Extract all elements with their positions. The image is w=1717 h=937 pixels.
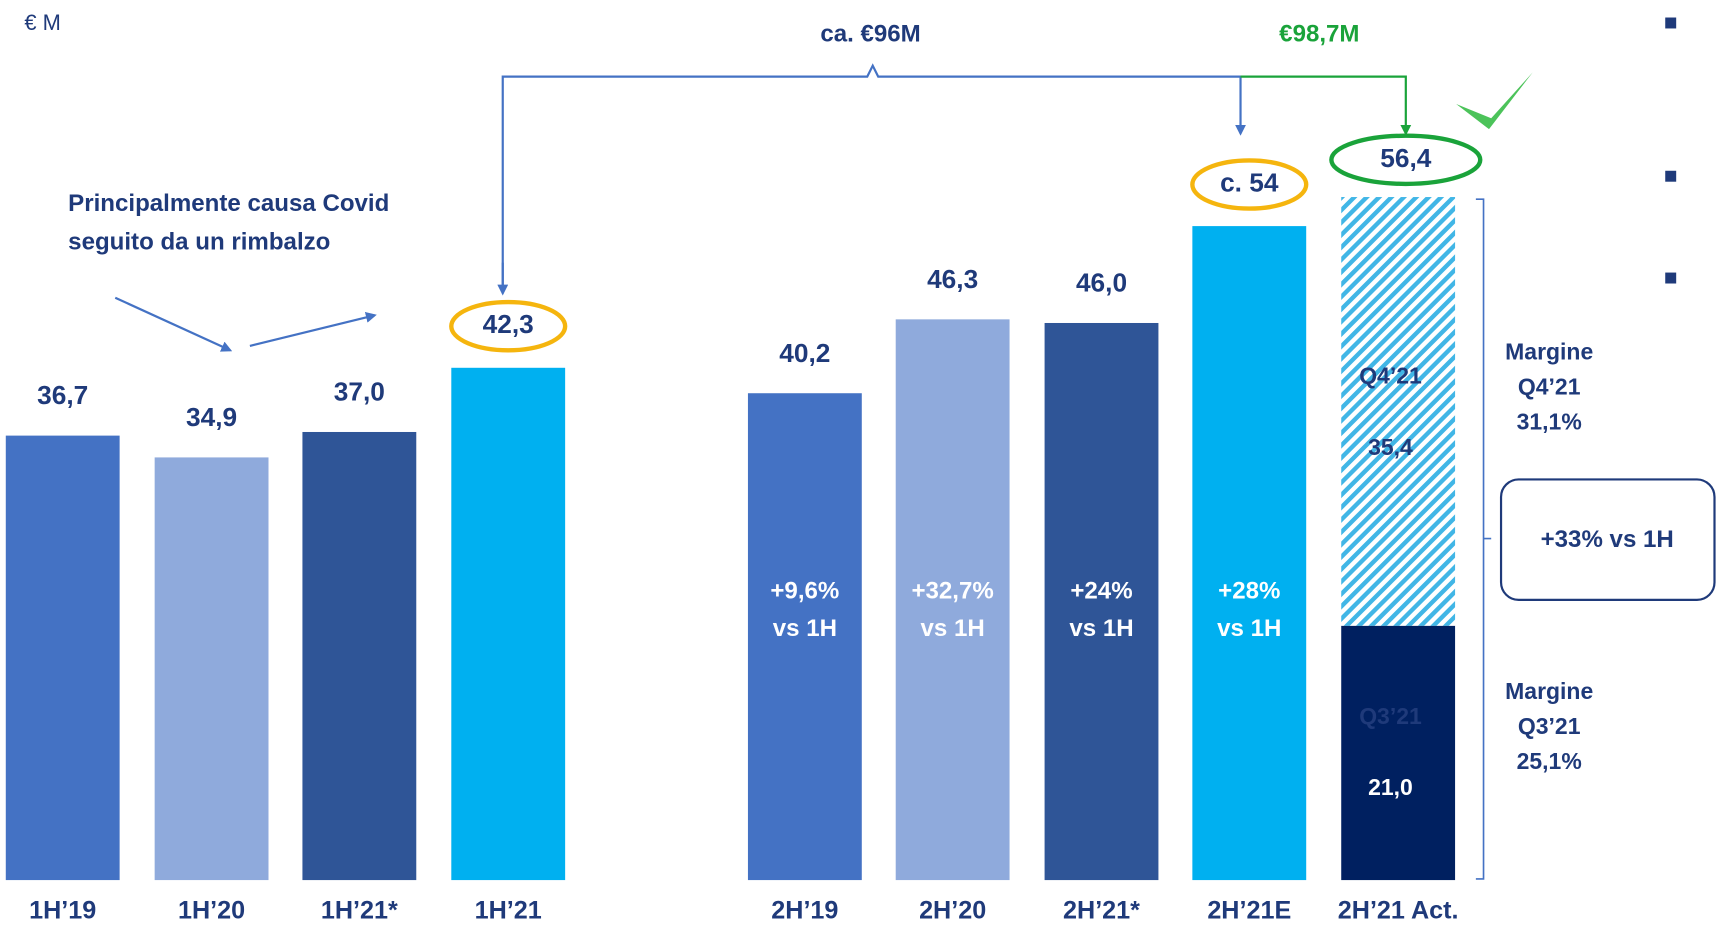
bracket-arrow bbox=[501, 63, 1246, 294]
bar bbox=[302, 431, 417, 881]
bar bbox=[5, 435, 120, 881]
growth-label: vs 1H bbox=[1217, 615, 1281, 642]
bar-segment bbox=[1341, 625, 1456, 881]
x-tick-label: 2H’21 Act. bbox=[1338, 896, 1459, 924]
x-tick-label: 2H’19 bbox=[771, 896, 838, 924]
highlight-ring bbox=[1190, 158, 1309, 211]
arrow bbox=[114, 296, 233, 352]
value-label: 37,0 bbox=[334, 377, 385, 407]
bar-segment bbox=[1341, 197, 1456, 626]
highlight-ring bbox=[449, 299, 568, 353]
segment-name: Q3’21 bbox=[1359, 703, 1422, 729]
checkmark bbox=[1456, 72, 1533, 130]
x-tick-label: 2H’20 bbox=[919, 896, 986, 924]
bar bbox=[895, 319, 1010, 881]
bracket-arrow bbox=[1240, 75, 1412, 136]
growth-label: +9,6% bbox=[770, 578, 839, 605]
margin-label: Q3’21 bbox=[1518, 713, 1581, 739]
segment-label: 35,4 bbox=[1368, 434, 1413, 460]
margin-label: Q4’21 bbox=[1518, 374, 1581, 400]
x-tick-label: 1H’21 bbox=[475, 896, 542, 924]
segment-label: 21,0 bbox=[1368, 774, 1413, 800]
value-label: 34,9 bbox=[186, 402, 237, 432]
bullet bbox=[1665, 170, 1677, 182]
value-label: c. 54 bbox=[1220, 167, 1279, 197]
bullet bbox=[1665, 272, 1677, 284]
unit-label: € M bbox=[24, 10, 60, 35]
margin-label: Margine bbox=[1505, 339, 1593, 365]
margin-label: 31,1% bbox=[1517, 409, 1582, 435]
arrow bbox=[249, 312, 377, 347]
value-label: 40,2 bbox=[779, 338, 830, 368]
annotation: €98,7M bbox=[1279, 20, 1359, 47]
bar bbox=[451, 367, 566, 881]
annotation: Principalmente causa Covid bbox=[68, 190, 389, 217]
highlight-ring bbox=[1329, 133, 1483, 187]
bullet bbox=[1665, 17, 1677, 29]
margin-label: 25,1% bbox=[1517, 748, 1582, 774]
growth-label: vs 1H bbox=[773, 615, 837, 642]
x-tick-label: 1H’19 bbox=[29, 896, 96, 924]
value-label: 46,3 bbox=[927, 264, 978, 294]
growth-label: vs 1H bbox=[1069, 615, 1133, 642]
growth-label: +24% bbox=[1070, 578, 1132, 605]
growth-label: vs 1H bbox=[921, 615, 985, 642]
margin-label: Margine bbox=[1505, 678, 1593, 704]
x-tick-label: 1H’20 bbox=[178, 896, 245, 924]
annotation: ca. €96M bbox=[820, 20, 920, 47]
annotation: seguito da un rimbalzo bbox=[68, 228, 330, 255]
bar bbox=[154, 457, 269, 881]
growth-label: +32,7% bbox=[911, 578, 993, 605]
x-tick-label: 2H’21* bbox=[1063, 896, 1140, 924]
growth-box bbox=[1499, 478, 1716, 601]
growth-label: +28% bbox=[1218, 578, 1280, 605]
value-label: 42,3 bbox=[483, 309, 534, 339]
brace bbox=[1475, 198, 1492, 880]
x-tick-label: 2H’21E bbox=[1207, 896, 1291, 924]
growth-box-label: +33% vs 1H bbox=[1541, 526, 1674, 553]
bar bbox=[1044, 322, 1159, 881]
value-label: 46,0 bbox=[1076, 268, 1127, 298]
value-label: 36,7 bbox=[37, 380, 88, 410]
bar bbox=[747, 393, 862, 881]
bar bbox=[1192, 226, 1307, 881]
value-label: 56,4 bbox=[1380, 143, 1432, 173]
x-tick-label: 1H’21* bbox=[321, 896, 398, 924]
segment-name: Q4’21 bbox=[1359, 363, 1422, 389]
